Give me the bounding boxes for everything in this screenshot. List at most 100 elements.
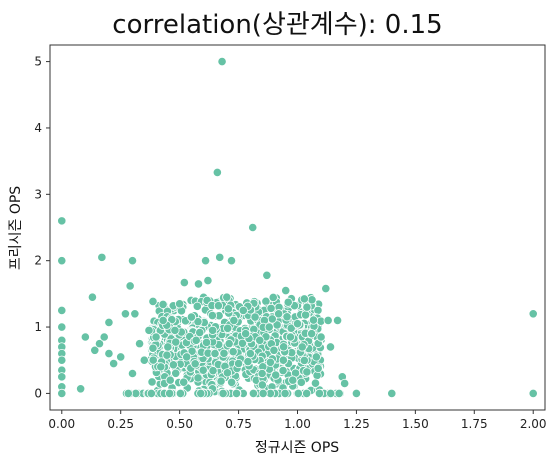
scatter-point	[308, 315, 319, 325]
scatter-point	[196, 388, 206, 399]
scatter-point	[248, 388, 259, 399]
scatter-point	[313, 363, 323, 374]
scatter-point	[334, 388, 344, 399]
x-tick-label: 0.75	[225, 417, 252, 431]
x-tick-label: 1.00	[284, 417, 311, 431]
scatter-point	[125, 281, 135, 291]
scatter-point	[250, 312, 260, 322]
x-tick-label: 1.25	[343, 417, 370, 431]
scatter-point	[316, 332, 326, 342]
scatter-point	[165, 375, 175, 385]
scatter-point	[222, 292, 232, 302]
scatter-point	[325, 342, 336, 352]
y-tick-label: 4	[34, 121, 42, 135]
x-tick-label: 2.00	[520, 417, 547, 431]
scatter-point	[255, 335, 265, 345]
scatter-point	[171, 368, 181, 378]
scatter-point	[313, 305, 323, 315]
scatter-point	[139, 355, 149, 365]
chart-title: correlation(상관계수): 0.15	[112, 10, 443, 40]
scatter-point	[193, 317, 203, 327]
scatter-point	[528, 309, 538, 319]
scatter-point	[274, 309, 284, 319]
scatter-point	[207, 310, 217, 321]
scatter-point	[158, 315, 168, 326]
scatter-point	[97, 252, 107, 262]
x-tick-label: 1.75	[461, 417, 488, 431]
scatter-point	[179, 377, 189, 387]
scatter-point	[57, 372, 67, 382]
scatter-point	[278, 365, 288, 376]
scatter-point	[144, 325, 154, 335]
scatter-point	[134, 339, 145, 349]
scatter-point	[245, 348, 255, 359]
x-axis-ticks: 0.00 0.25 0.50 0.75 1.00 1.25 1.50 1.75 2.00	[48, 410, 547, 431]
scatter-point	[224, 339, 234, 349]
scatter-point	[288, 375, 298, 385]
scatter-point	[301, 310, 311, 320]
scatter-point	[203, 275, 213, 286]
scatter-point	[57, 216, 67, 226]
scatter-point	[264, 322, 274, 332]
scatter-point	[299, 355, 309, 366]
y-axis-ticks: 0 1 2 3 4 5	[34, 55, 50, 400]
scatter-point	[280, 388, 290, 399]
scatter-point	[387, 388, 397, 399]
scatter-point	[123, 388, 133, 399]
scatter-point	[57, 256, 67, 266]
scatter-point	[210, 348, 220, 359]
scatter-point	[116, 352, 126, 362]
scatter-point	[302, 388, 312, 399]
scatter-point	[193, 373, 203, 383]
scatter-point	[293, 388, 303, 399]
scatter-point	[323, 315, 333, 326]
scatter-point	[340, 378, 350, 389]
scatter-point	[269, 345, 279, 355]
scatter-point	[146, 388, 156, 399]
scatter-point	[238, 305, 248, 316]
scatter-point	[258, 388, 268, 399]
scatter-point	[321, 283, 331, 294]
scatter-point	[302, 302, 312, 312]
scatter-point	[281, 285, 291, 296]
scatter-point	[87, 292, 98, 302]
x-tick-label: 0.25	[107, 417, 134, 431]
x-axis-label: 정규시즌 OPS	[255, 440, 339, 456]
scatter-point	[278, 355, 288, 365]
scatter-point	[299, 294, 309, 304]
scatter-point	[296, 377, 306, 387]
scatter-point	[192, 301, 202, 311]
scatter-point	[170, 325, 180, 335]
scatter-point	[218, 388, 228, 399]
scatter-point	[148, 355, 158, 365]
scatter-point	[109, 358, 119, 369]
scatter-point	[57, 305, 67, 316]
y-tick-label: 1	[34, 320, 42, 334]
scatter-point	[310, 378, 321, 388]
scatter-point	[292, 319, 303, 329]
y-axis-label: 프리시즌 OPS	[8, 186, 24, 270]
scatter-point	[190, 359, 200, 369]
scatter-point	[286, 323, 296, 333]
scatter-point	[208, 366, 218, 376]
scatter-point	[237, 338, 248, 348]
scatter-point	[179, 277, 189, 288]
scatter-point	[217, 56, 227, 67]
scatter-point	[283, 297, 293, 307]
y-tick-label: 3	[34, 187, 42, 201]
scatter-point	[248, 222, 258, 233]
scatter-point	[231, 388, 242, 399]
scatter-point	[326, 388, 336, 399]
scatter-point	[175, 299, 185, 309]
scatter-point	[175, 388, 186, 399]
scatter-point	[76, 384, 86, 394]
scatter-point	[99, 332, 109, 342]
scatter-point	[127, 368, 138, 379]
scatter-point	[223, 304, 233, 314]
scatter-point	[257, 368, 267, 379]
scatter-point	[266, 303, 276, 313]
scatter-point	[351, 388, 362, 399]
scatter-point	[57, 322, 67, 332]
scatter-point	[282, 312, 292, 322]
